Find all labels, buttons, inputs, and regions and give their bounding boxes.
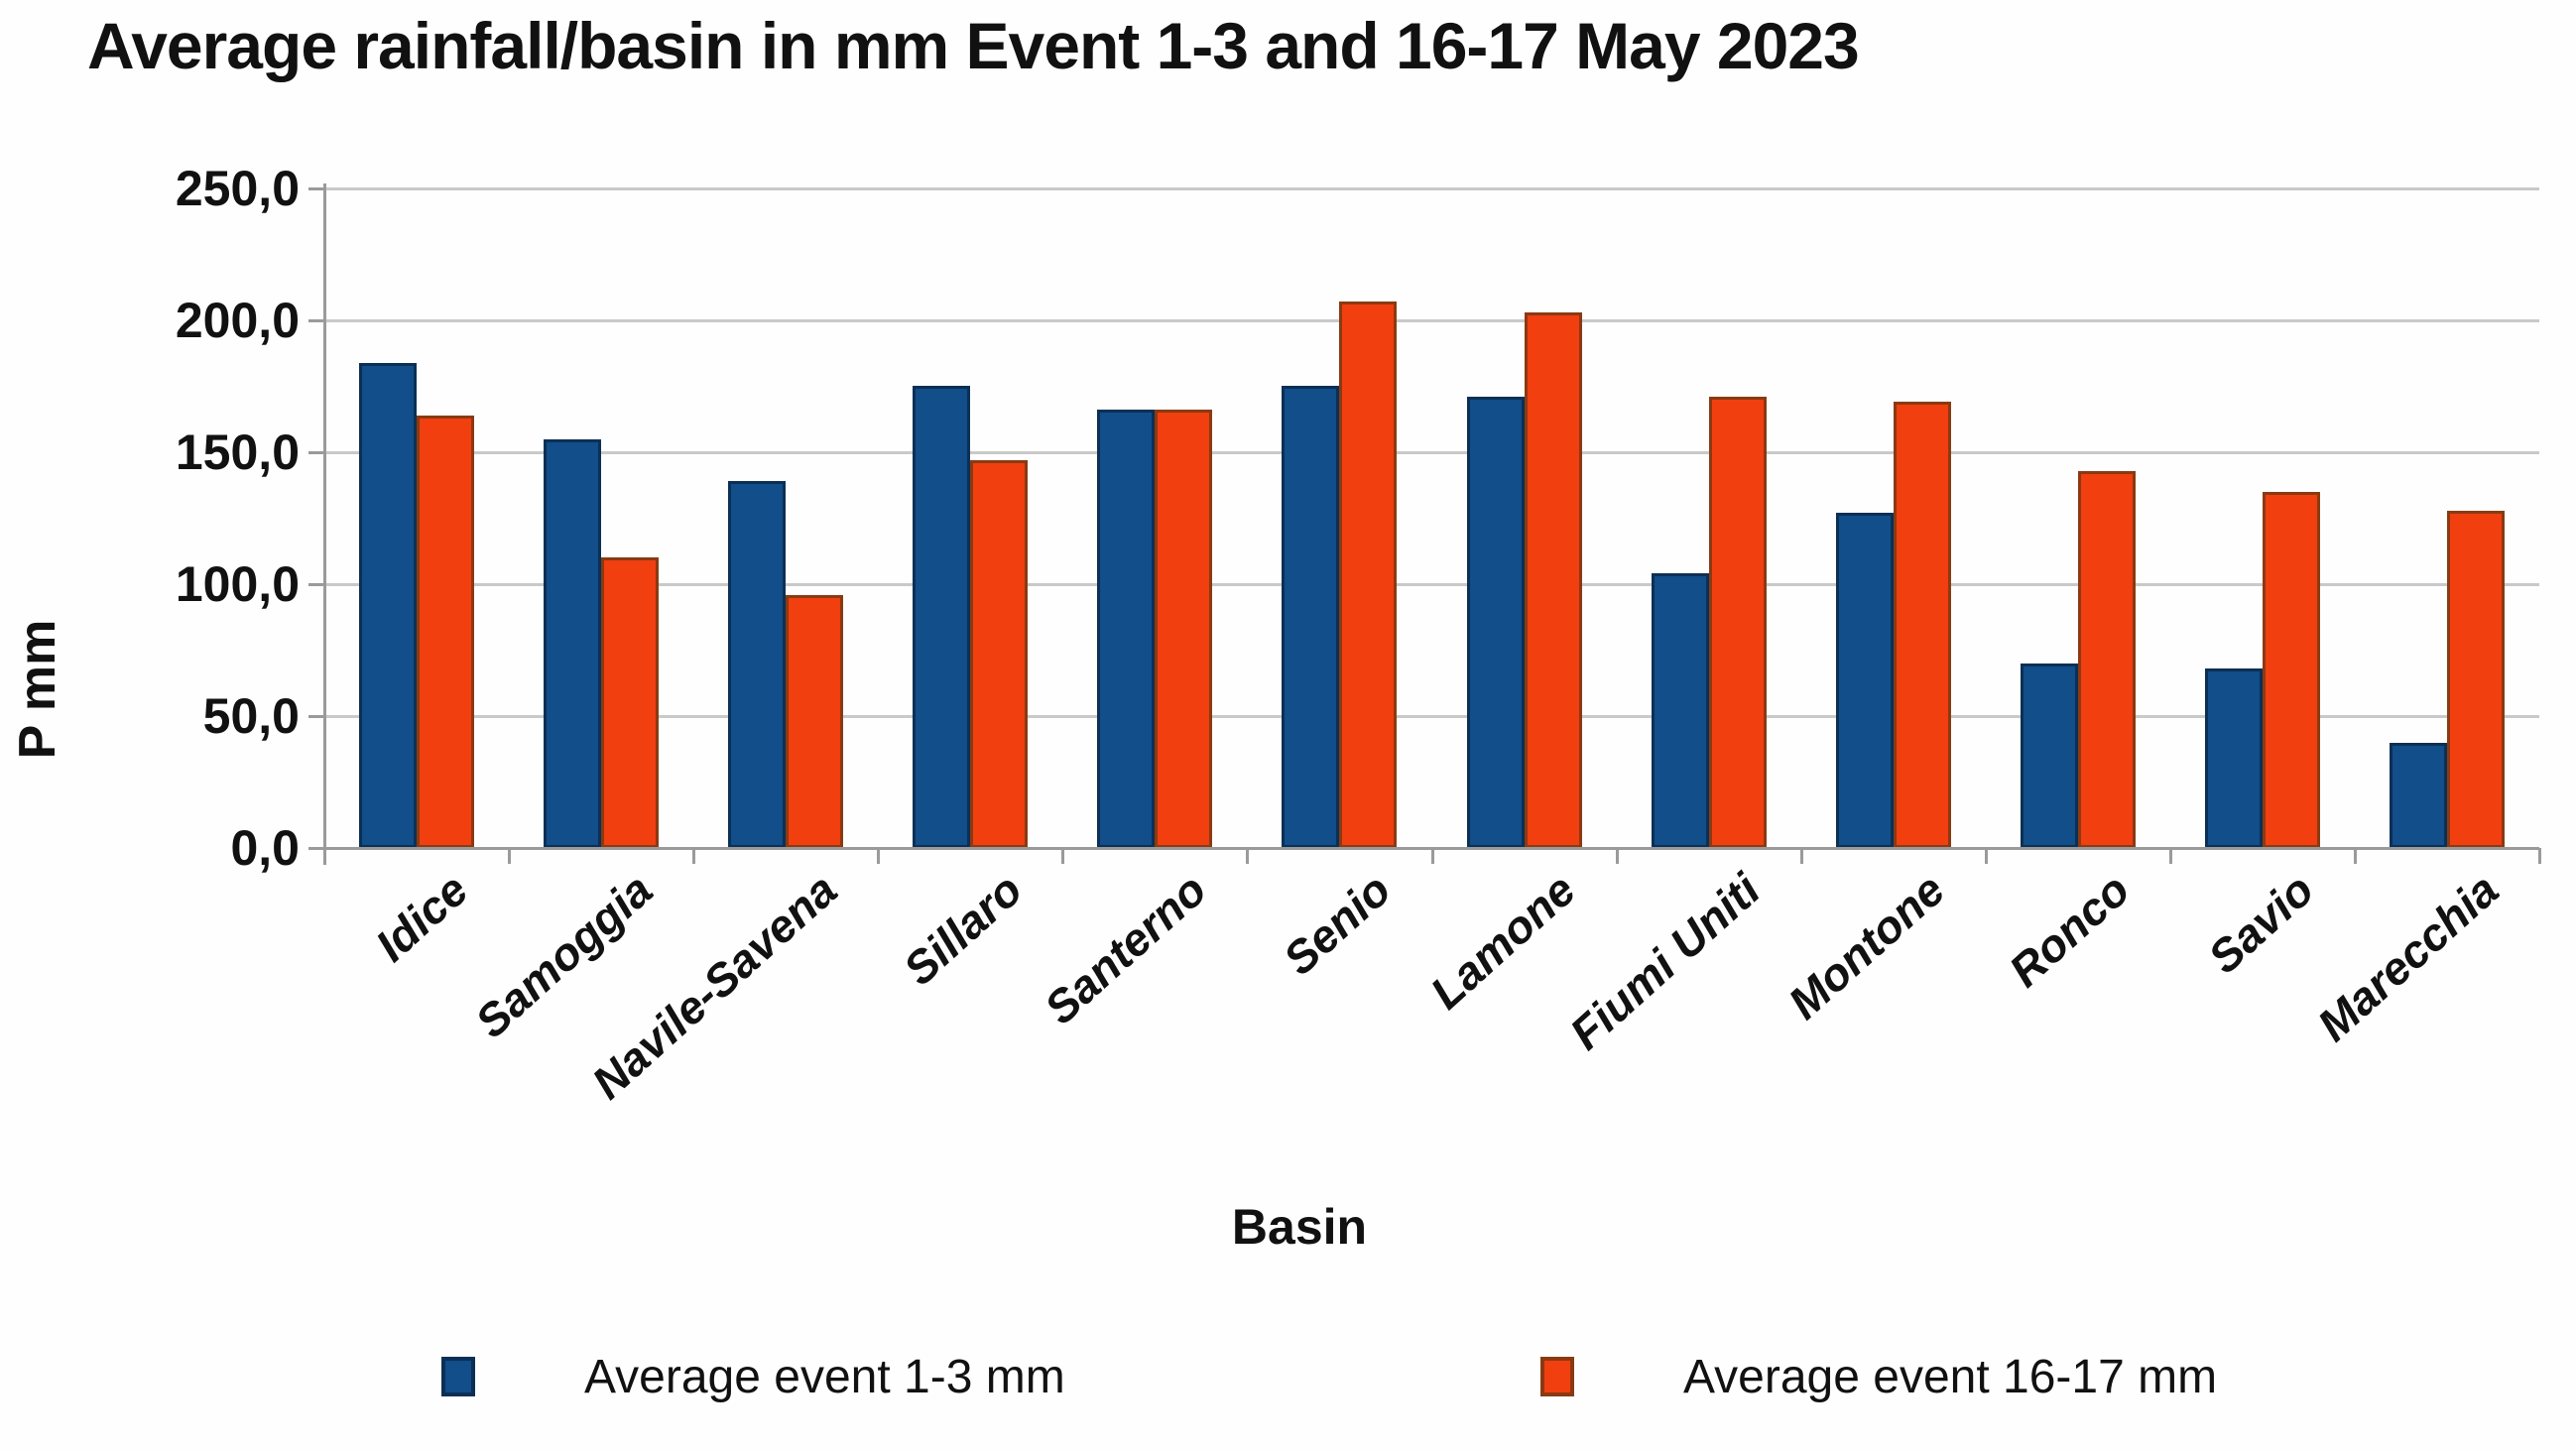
x-category-label: Samoggia [465, 863, 663, 1048]
bar-Ronco-series2 [2078, 471, 2136, 848]
legend-swatch-series2 [1540, 1357, 1574, 1396]
gridline-100,0 [324, 583, 2539, 586]
bar-Marecchia-series2 [2447, 511, 2505, 848]
bar-Samoggia-series2 [601, 557, 659, 848]
legend-item-series2: Average event 16-17 mm [1540, 1341, 2217, 1412]
bar-Montone-series1 [1836, 513, 1894, 848]
bar-Savio-series1 [2205, 668, 2263, 848]
x-tick [1615, 848, 1619, 864]
gridline-50,0 [324, 715, 2539, 718]
x-tick [692, 848, 696, 864]
plot-area [324, 187, 2539, 848]
x-tick [2168, 848, 2172, 864]
x-category-label: Santerno [1034, 863, 1216, 1034]
legend-label-series1: Average event 1-3 mm [584, 1350, 1065, 1403]
gridline-200,0 [324, 319, 2539, 322]
y-tick-100,0 [308, 583, 324, 586]
x-tick [508, 848, 512, 864]
y-tick-200,0 [308, 319, 324, 322]
x-category-label: Lamone [1420, 863, 1586, 1020]
bar-Fiumi Uniti-series1 [1652, 573, 1709, 848]
y-axis-title: P mm [9, 619, 66, 760]
y-tick-250,0 [308, 187, 324, 190]
y-tick-50,0 [308, 715, 324, 718]
chart-title: Average rainfall/basin in mm Event 1-3 a… [87, 9, 1860, 82]
x-tick [1984, 848, 1988, 864]
x-category-label: Fiumi Uniti [1559, 863, 1771, 1060]
bar-Montone-series2 [1894, 402, 1951, 848]
x-category-label: Ronco [1999, 863, 2140, 997]
legend-item-series1: Average event 1-3 mm [441, 1341, 1065, 1412]
bar-Sillaro-series1 [913, 386, 970, 848]
bar-Idice-series1 [359, 363, 417, 848]
bar-Lamone-series2 [1525, 312, 1582, 848]
legend-label-series2: Average event 16-17 mm [1683, 1350, 2218, 1403]
x-category-label: Idice [365, 863, 478, 972]
bar-Ronco-series1 [2021, 664, 2078, 848]
x-category-label: Savio [2198, 863, 2324, 984]
y-tick-150,0 [308, 451, 324, 454]
bar-Navile-Savena-series1 [728, 481, 786, 848]
x-tick [2353, 848, 2357, 864]
bar-Senio-series1 [1282, 386, 1339, 848]
x-tick [1799, 848, 1803, 864]
y-tick-label: 250,0 [175, 161, 300, 216]
bar-Santerno-series1 [1097, 410, 1155, 848]
bar-Savio-series2 [2263, 492, 2320, 848]
bar-Santerno-series2 [1155, 410, 1212, 848]
y-tick-label: 100,0 [175, 556, 300, 612]
y-tick-label: 50,0 [202, 688, 300, 744]
bar-Idice-series2 [417, 416, 474, 848]
x-category-label: Marecchia [2307, 863, 2509, 1051]
bar-Navile-Savena-series2 [786, 595, 843, 848]
y-tick-0,0 [308, 847, 324, 850]
bar-Fiumi Uniti-series2 [1709, 397, 1767, 848]
x-tick [1246, 848, 1250, 864]
x-axis-title: Basin [1231, 1199, 1368, 1255]
bar-Samoggia-series1 [544, 439, 601, 848]
legend-swatch-series1 [441, 1357, 475, 1396]
y-tick-label: 0,0 [230, 820, 300, 876]
x-tick [1430, 848, 1434, 864]
x-category-label: Montone [1778, 863, 1955, 1029]
x-tick [1061, 848, 1065, 864]
bar-Marecchia-series1 [2390, 743, 2447, 848]
x-tick [877, 848, 881, 864]
y-tick-label: 200,0 [175, 293, 300, 348]
bar-Senio-series2 [1339, 302, 1397, 848]
gridline-250,0 [324, 187, 2539, 190]
x-tick [2538, 848, 2541, 864]
bar-Sillaro-series2 [970, 460, 1028, 848]
y-tick-label: 150,0 [175, 424, 300, 480]
x-tick [323, 848, 326, 864]
bar-Lamone-series1 [1467, 397, 1525, 848]
y-axis-line [323, 183, 326, 865]
legend: Average event 1-3 mm Average event 16-17 … [0, 1341, 2576, 1420]
x-category-label: Sillaro [893, 863, 1032, 996]
gridline-150,0 [324, 451, 2539, 454]
x-category-label: Senio [1274, 863, 1401, 985]
